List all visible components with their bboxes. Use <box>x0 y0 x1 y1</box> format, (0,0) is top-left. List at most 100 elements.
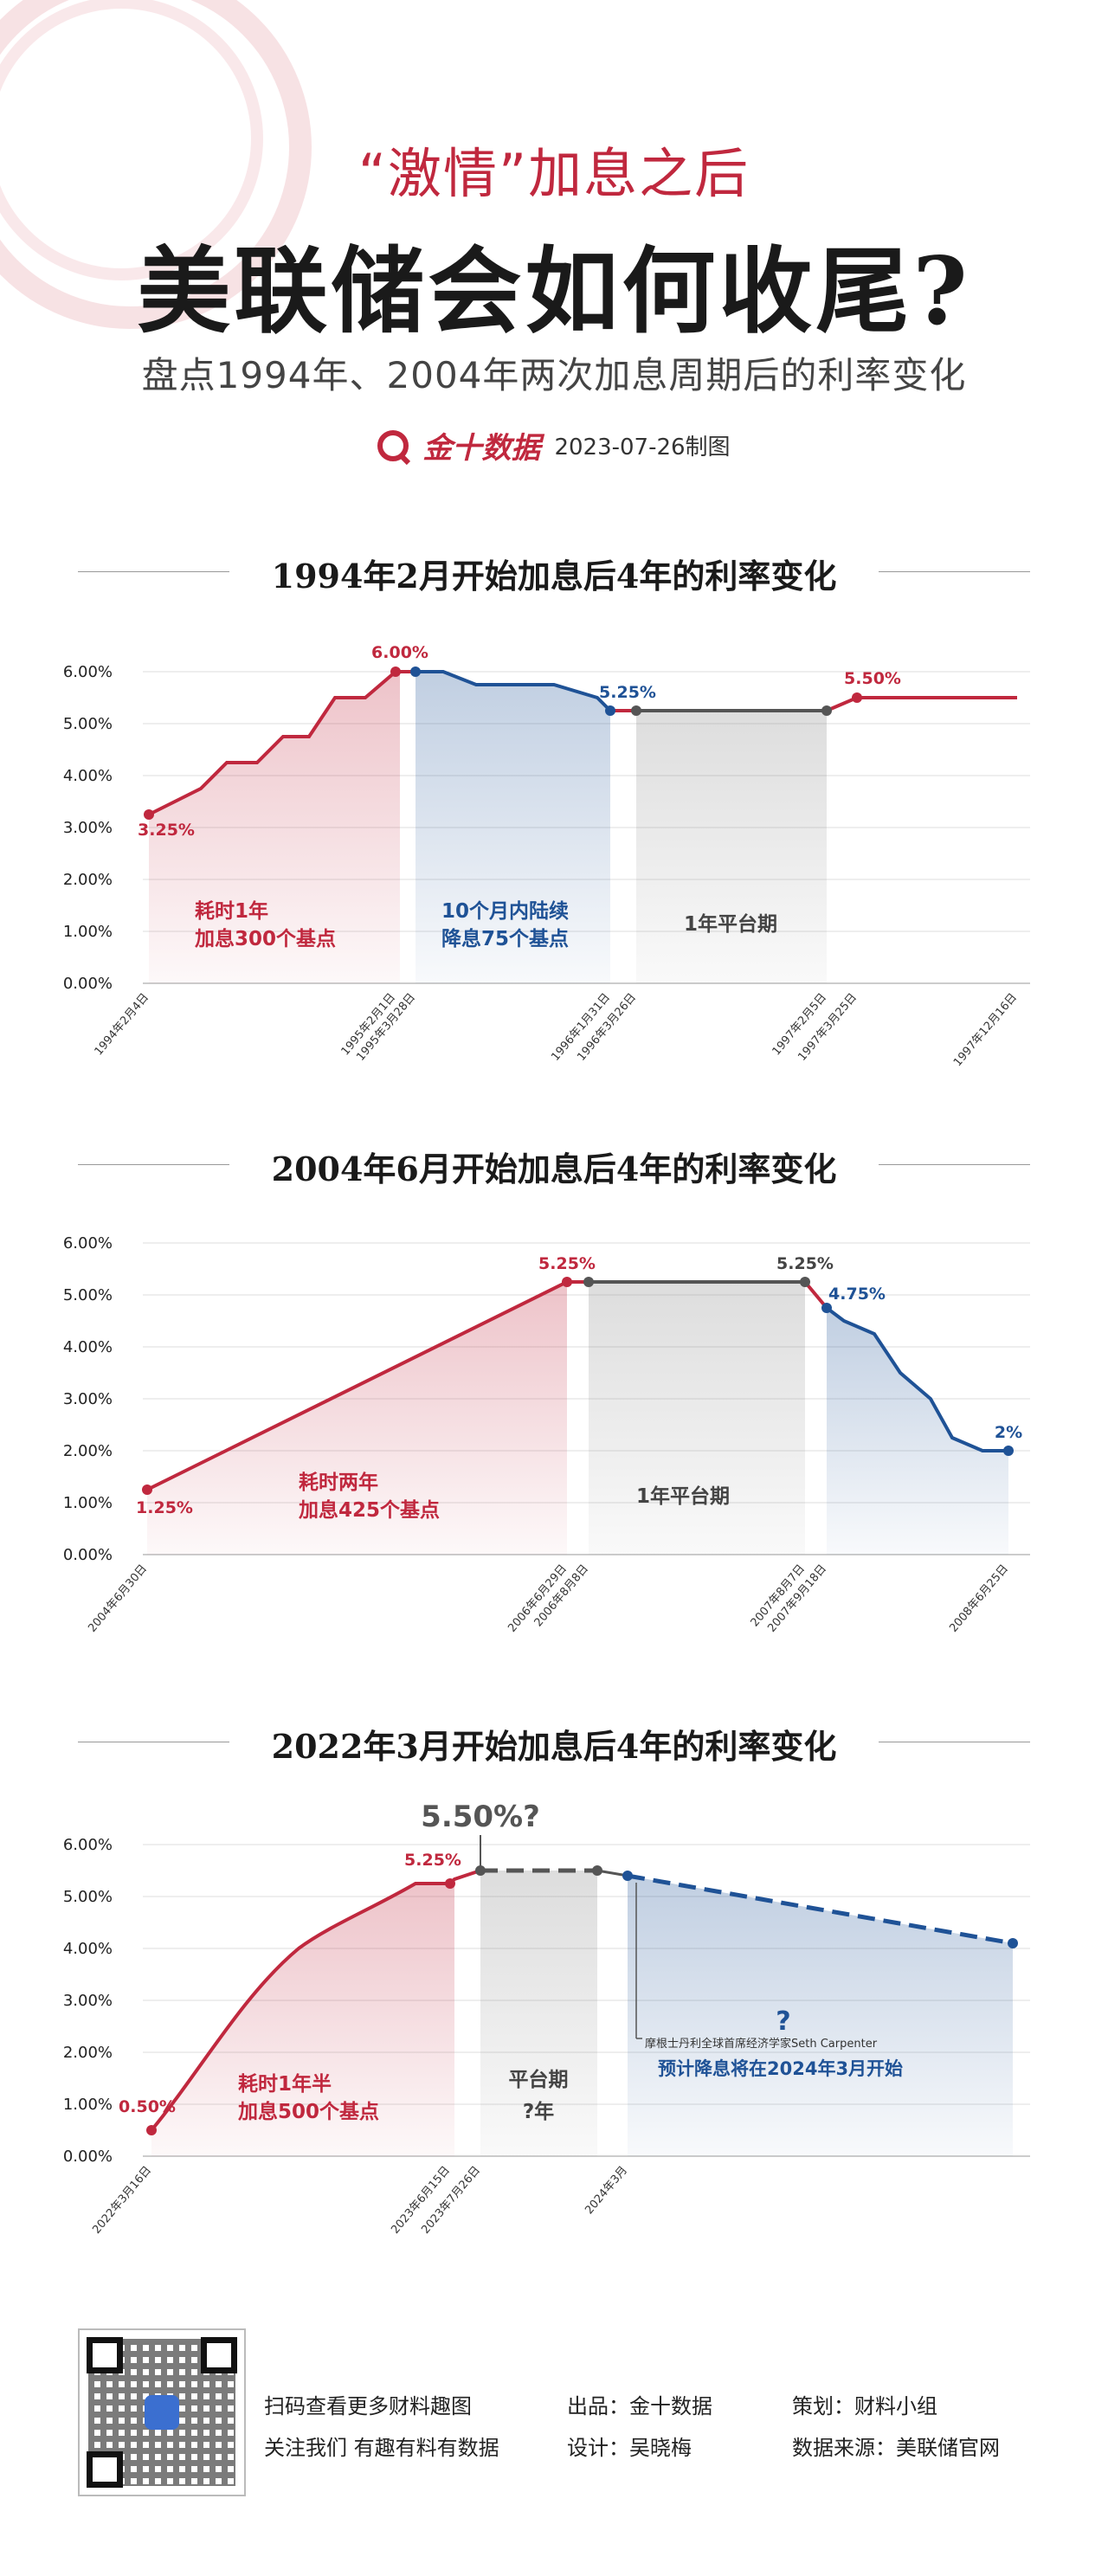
connector <box>803 1280 828 1310</box>
flat-area <box>480 1871 597 2156</box>
data-point <box>631 705 641 716</box>
y-tick: 2.00% <box>63 1442 113 1460</box>
flat-annotation: 1年平台期 <box>636 1484 730 1508</box>
divider <box>78 571 229 572</box>
areas <box>151 1871 1013 2156</box>
x-tick: 2008年6月25日 <box>947 1562 1011 1635</box>
flat-area <box>636 711 827 983</box>
cut-annotation-line1: 10个月内陆续 <box>441 899 569 923</box>
data-point <box>410 667 421 677</box>
data-label: 5.25% <box>538 1254 596 1273</box>
publish-date: 2023-07-26制图 <box>554 435 731 460</box>
data-label: 2% <box>995 1423 1022 1442</box>
y-tick: 0.00% <box>63 2148 113 2166</box>
flat-annotation-line2: ?年 <box>523 2100 554 2123</box>
y-tick: 4.00% <box>63 1940 113 1958</box>
forecast-area <box>628 1876 1013 2156</box>
cut-area <box>416 672 610 983</box>
chart-2022: 6.00% 5.00% 4.00% 3.00% 2.00% 1.00% 0.00… <box>63 1800 1030 2237</box>
data-point <box>622 1871 633 1881</box>
data-label: 0.50% <box>119 2097 176 2116</box>
hike-annotation-line1: 耗时1年 <box>195 899 268 923</box>
y-tick: 3.00% <box>63 1390 113 1408</box>
data-point <box>592 1865 602 1876</box>
planner-text: 策划：财料小组 <box>792 2394 937 2418</box>
page-title: 美联储会如何收尾? <box>137 237 971 346</box>
data-point <box>821 1303 832 1313</box>
data-label: 5.25% <box>776 1254 834 1273</box>
chart1-title: 1994年2月开始加息后4年的利率变化 <box>271 557 837 596</box>
y-axis-labels: 6.00% 5.00% 4.00% 3.00% 2.00% 1.00% 0.00… <box>63 1836 113 2166</box>
data-point <box>142 1484 152 1495</box>
y-tick: 5.00% <box>63 1888 113 1906</box>
chart2-title: 2004年6月开始加息后4年的利率变化 <box>271 1150 837 1188</box>
data-point <box>583 1277 594 1287</box>
data-point <box>800 1277 810 1287</box>
data-label: 4.75% <box>828 1285 886 1304</box>
divider <box>879 571 1030 572</box>
y-tick: 1.00% <box>63 923 113 941</box>
designer-text: 设计：吴晓梅 <box>567 2436 692 2460</box>
y-tick: 5.00% <box>63 1286 113 1304</box>
x-axis-labels: 2022年3月16日 2023年6月15日 2023年7月26日 2024年3月 <box>90 2164 630 2237</box>
chart-2004: 6.00% 5.00% 4.00% 3.00% 2.00% 1.00% 0.00… <box>63 1234 1030 1635</box>
y-tick: 0.00% <box>63 1546 113 1564</box>
cut-area <box>827 1308 1008 1555</box>
app-icon <box>145 2395 179 2430</box>
cut-line <box>416 670 612 712</box>
y-axis-labels: 6.00% 5.00% 4.00% 3.00% 2.00% 1.00% 0.00… <box>63 1234 113 1564</box>
data-point <box>1003 1446 1014 1456</box>
hike-annotation-line1: 耗时两年 <box>299 1471 378 1494</box>
producer-text: 出品：金十数据 <box>567 2394 712 2418</box>
areas <box>149 672 827 983</box>
chart-1994: 6.00% 5.00% 4.00% 3.00% 2.00% 1.00% 0.00… <box>63 643 1030 1069</box>
y-tick: 6.00% <box>63 1836 113 1854</box>
footer: 扫码查看更多财料趣图 关注我们 有趣有料有数据 出品：金十数据 设计：吴晓梅 策… <box>0 2320 1108 2576</box>
points <box>144 667 862 820</box>
data-point <box>390 667 401 677</box>
y-tick: 3.00% <box>63 819 113 837</box>
header-description: 盘点1994年、2004年两次加息周期后的利率变化 <box>141 354 967 396</box>
qr-code[interactable] <box>78 2328 246 2496</box>
brand-name: 金十数据 <box>422 431 541 466</box>
source-text: 数据来源：美联储官网 <box>792 2436 1000 2460</box>
scan-text: 扫码查看更多财料趣图 <box>264 2394 472 2418</box>
data-label: 3.25% <box>138 821 195 840</box>
hike-line <box>148 670 416 816</box>
divider <box>78 1164 229 1165</box>
data-label: 5.50% <box>844 669 901 688</box>
hike-area <box>149 672 400 983</box>
y-tick: 1.00% <box>63 1494 113 1512</box>
callout-label: 5.50%? <box>421 1800 540 1834</box>
y-tick: 6.00% <box>63 663 113 681</box>
data-point <box>562 1277 572 1287</box>
areas <box>147 1282 1008 1555</box>
points <box>142 1277 1014 1495</box>
hike-annotation-line2: 加息300个基点 <box>194 927 336 950</box>
data-label: 6.00% <box>371 643 428 662</box>
flat-area <box>589 1282 805 1555</box>
x-tick: 1997年12月16日 <box>951 991 1020 1069</box>
lines <box>150 1835 1014 2132</box>
hike-area <box>151 1879 454 2156</box>
y-tick: 2.00% <box>63 2044 113 2062</box>
data-point <box>475 1865 486 1876</box>
data-point <box>852 692 862 703</box>
source-note: 摩根士丹利全球首席经济学家Seth Carpenter <box>645 2037 878 2051</box>
hike-annotation-line2: 加息500个基点 <box>237 2100 379 2123</box>
follow-text: 关注我们 有趣有料有数据 <box>264 2436 499 2460</box>
hike-line <box>150 1869 481 2132</box>
data-point <box>146 2125 157 2135</box>
y-tick: 3.00% <box>63 1992 113 2010</box>
x-tick: 2024年3月 <box>583 2164 630 2217</box>
hike-area <box>147 1282 567 1555</box>
cut-line <box>825 1306 1008 1452</box>
x-tick: 2004年6月30日 <box>86 1562 150 1635</box>
question-mark: ? <box>776 2006 790 2037</box>
y-tick: 5.00% <box>63 715 113 733</box>
x-axis-labels: 2004年6月30日 2006年6月29日 2006年8月8日 2007年8月7… <box>86 1562 1011 1635</box>
hike-annotation-line1: 耗时1年半 <box>238 2072 332 2096</box>
forecast-line <box>627 1873 1014 1946</box>
y-tick: 2.00% <box>63 871 113 889</box>
forecast-annotation: 预计降息将在2024年3月开始 <box>658 2058 903 2079</box>
